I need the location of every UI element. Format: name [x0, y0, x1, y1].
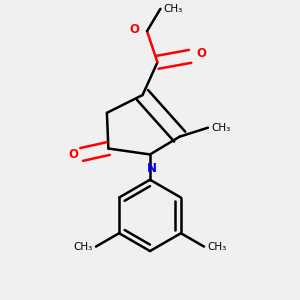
- Text: O: O: [130, 23, 140, 36]
- Text: CH₃: CH₃: [211, 123, 230, 133]
- Text: CH₃: CH₃: [74, 242, 93, 252]
- Text: O: O: [69, 148, 79, 161]
- Text: CH₃: CH₃: [207, 242, 226, 252]
- Text: O: O: [196, 47, 206, 60]
- Text: N: N: [146, 162, 157, 175]
- Text: CH₃: CH₃: [164, 4, 183, 14]
